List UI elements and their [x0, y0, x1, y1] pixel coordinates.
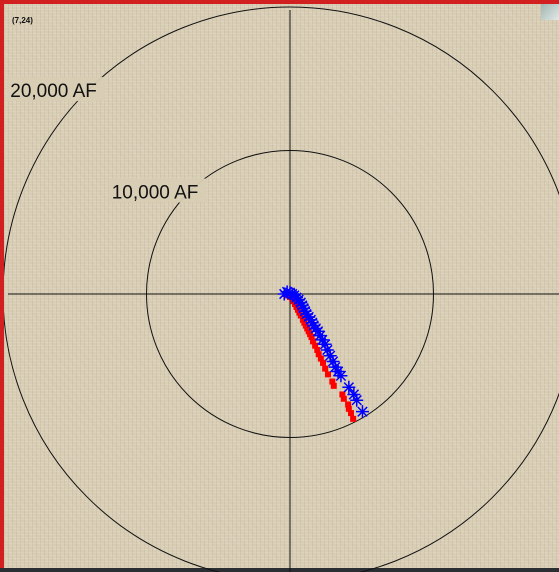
blue-asterisk-point [311, 324, 325, 338]
blue-asterisk-point [305, 316, 319, 330]
red-square-point [347, 410, 354, 417]
blue-asterisk-point [294, 296, 308, 310]
red-square-point [314, 346, 321, 353]
red-square-point [325, 371, 332, 378]
blue-asterisk-point [313, 329, 327, 343]
blue-asterisk-point [350, 393, 364, 407]
ring-label-10000: 10,000 AF [112, 183, 199, 204]
blue-asterisk-point [320, 343, 334, 357]
ring-label-bg-20000 [7, 77, 106, 102]
blue-asterisk-point [315, 333, 329, 347]
blue-asterisk-point [326, 354, 340, 368]
red-square-point [350, 415, 357, 422]
blue-asterisk-point [297, 301, 311, 315]
blue-asterisk-point [347, 387, 361, 401]
blue-asterisk-point [342, 380, 356, 394]
ring-label-20000: 20,000 AF [10, 81, 97, 102]
blue-asterisk-point [334, 369, 348, 383]
blue-asterisk-point [323, 349, 337, 363]
red-square-point [322, 365, 329, 372]
blue-asterisk-point [328, 360, 342, 374]
red-square-point [330, 382, 337, 389]
blue-asterisk-point [355, 405, 369, 419]
blue-asterisk-point [298, 304, 312, 318]
blue-asterisk-point [318, 337, 332, 351]
red-square-point [308, 334, 315, 341]
red-square-point [339, 391, 346, 398]
red-square-point [309, 338, 316, 345]
red-square-point [329, 378, 336, 385]
ring-10000 [146, 150, 434, 438]
ring-label-bg-10000 [108, 178, 207, 203]
red-square-point [320, 359, 327, 366]
red-square-point [340, 395, 347, 402]
red-square-point [345, 401, 352, 408]
blue-asterisk-point [304, 313, 318, 327]
polar-scatter-chart: 10,000 AF 20,000 AF (7,24) [4, 6, 559, 572]
position-readout: (7,24) [12, 16, 33, 25]
blue-asterisk-point [331, 364, 345, 378]
red-square-point [315, 351, 322, 358]
window-corner-graphic [541, 4, 559, 20]
blue-asterisk-point [295, 298, 309, 312]
ring-20000 [4, 6, 559, 572]
red-square-point [317, 355, 324, 362]
red-square-point [345, 405, 352, 412]
red-square-point [312, 342, 319, 349]
